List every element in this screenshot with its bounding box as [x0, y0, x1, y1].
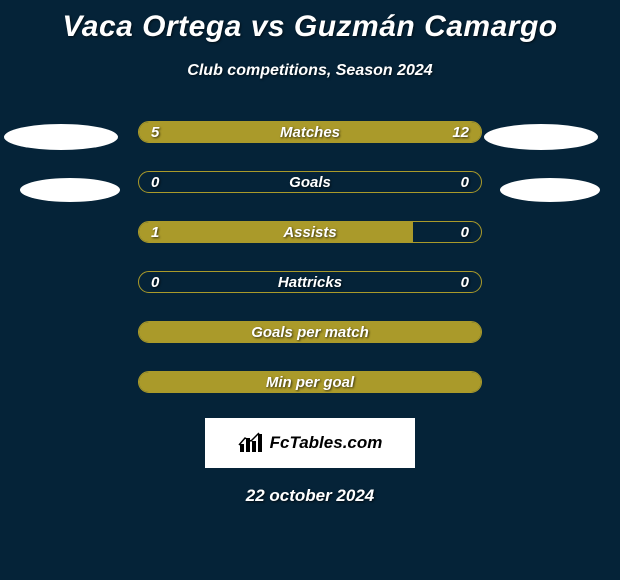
- stat-label: Goals per match: [139, 322, 481, 343]
- stat-label: Assists: [139, 222, 481, 243]
- stat-bar-track: Goals per match: [138, 321, 482, 343]
- stat-label: Matches: [139, 122, 481, 143]
- stat-bar-track: Min per goal: [138, 371, 482, 393]
- stat-row: 00Hattricks: [0, 270, 620, 294]
- stat-bar-track: 10Assists: [138, 221, 482, 243]
- stats-container: 512Matches 00Goals 10Assists 00Hattricks Goa…: [0, 120, 620, 394]
- stat-label: Hattricks: [139, 272, 481, 293]
- stat-row: 10Assists: [0, 220, 620, 244]
- source-logo: FcTables.com: [205, 418, 415, 468]
- comparison-subtitle: Club competitions, Season 2024: [0, 62, 620, 80]
- stat-label: Goals: [139, 172, 481, 193]
- generation-date: 22 october 2024: [0, 486, 620, 506]
- stat-row: Goals per match: [0, 320, 620, 344]
- avatar-placeholder: [20, 178, 120, 202]
- comparison-title: Vaca Ortega vs Guzmán Camargo: [0, 0, 620, 44]
- stat-label: Min per goal: [139, 372, 481, 393]
- source-logo-text: FcTables.com: [270, 433, 383, 453]
- avatar-placeholder: [484, 124, 598, 150]
- stat-bar-track: 512Matches: [138, 121, 482, 143]
- avatar-placeholder: [500, 178, 600, 202]
- avatar-placeholder: [4, 124, 118, 150]
- chart-icon: [238, 432, 264, 454]
- stat-bar-track: 00Hattricks: [138, 271, 482, 293]
- stat-bar-track: 00Goals: [138, 171, 482, 193]
- stat-row: Min per goal: [0, 370, 620, 394]
